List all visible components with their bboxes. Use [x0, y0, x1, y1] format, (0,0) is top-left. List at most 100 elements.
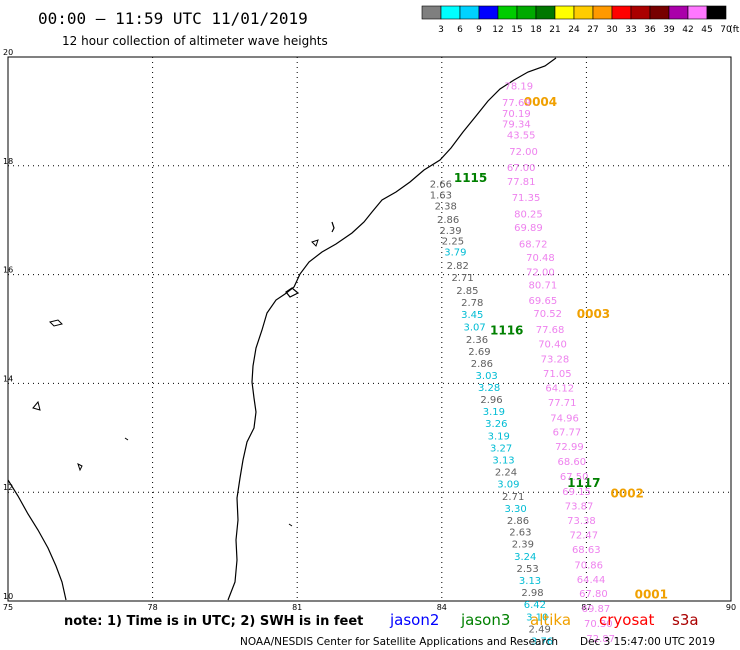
- swh-value: 2.39: [439, 226, 461, 237]
- swh-value: 67.80: [579, 589, 608, 600]
- satellite-name: cryosat: [599, 611, 654, 629]
- swh-value: 1.63: [430, 190, 452, 201]
- island-6: [124, 437, 129, 441]
- swh-value: 2.36: [466, 335, 488, 346]
- swh-value: 3.10: [526, 613, 548, 624]
- swh-value: 2.78: [461, 298, 483, 309]
- swh-value: 79.34: [502, 120, 531, 131]
- satellite-name: jason3: [460, 611, 510, 629]
- lon-tick-label: 90: [726, 603, 736, 612]
- swh-value: 64.12: [545, 384, 574, 395]
- swh-value: 2.86: [507, 516, 529, 527]
- colorbar-swatch: [649, 5, 670, 20]
- swh-value: 6.42: [524, 600, 546, 611]
- swh-value: 3.03: [476, 371, 498, 382]
- colorbar-swatch: [611, 5, 632, 20]
- colorbar-swatch: [459, 5, 480, 20]
- lat-tick-label: 12: [3, 483, 13, 492]
- swh-value: 77.71: [548, 398, 577, 409]
- lon-tick-label: 78: [148, 603, 158, 612]
- swh-value: 70.48: [526, 253, 555, 264]
- swh-value: 3.19: [483, 407, 505, 418]
- swh-value: 80.71: [529, 281, 558, 292]
- island-4: [32, 400, 41, 411]
- colorbar-label: 30: [606, 25, 618, 35]
- colorbar-label: 21: [549, 25, 560, 35]
- swh-value: 72.00: [526, 268, 555, 279]
- page-title: 00:00 – 11:59 UTC 11/01/2019: [38, 9, 308, 28]
- swh-value: 3.07: [463, 323, 485, 334]
- swh-value: 69.87: [582, 604, 611, 615]
- island-7: [288, 523, 293, 527]
- swh-value: 68.63: [572, 545, 601, 556]
- page-subtitle: 12 hour collection of altimeter wave hei…: [62, 34, 328, 48]
- swh-value: 67.77: [553, 428, 582, 439]
- lat-tick-label: 16: [3, 266, 13, 275]
- lat-tick-label: 18: [3, 157, 13, 166]
- colorbar-swatch: [592, 5, 613, 20]
- pass-label: 0003: [577, 307, 610, 321]
- colorbar-swatch: [668, 5, 689, 20]
- swh-value: 43.55: [507, 131, 536, 142]
- lon-tick-label: 87: [581, 603, 591, 612]
- swh-value: 72.47: [570, 530, 599, 541]
- colorbar-swatch: [421, 5, 442, 20]
- colorbar-label: 70: [720, 25, 732, 35]
- colorbar-label: 24: [568, 25, 580, 35]
- swh-value: 2.86: [471, 359, 493, 370]
- swh-value: 78.19: [504, 82, 533, 93]
- swh-value: 74.96: [550, 413, 579, 424]
- swh-value: 2.24: [495, 467, 517, 478]
- colorbar-label: 42: [682, 25, 693, 35]
- colorbar-label: 36: [644, 25, 656, 35]
- colorbar-label: 45: [701, 25, 712, 35]
- swh-value: 69.65: [529, 296, 558, 307]
- colorbar-swatch: [535, 5, 556, 20]
- colorbar-swatch: [573, 5, 594, 20]
- pass-label: 1115: [454, 171, 487, 185]
- swh-value: 2.53: [517, 564, 539, 575]
- swh-value: 73.28: [541, 355, 570, 366]
- swh-value: 70.86: [574, 560, 603, 571]
- satellite-name: altika: [530, 611, 571, 629]
- lat-tick-label: 10: [3, 592, 13, 601]
- colorbar-label: 12: [492, 25, 503, 35]
- swh-value: 73.38: [567, 516, 596, 527]
- swh-value: 70.52: [533, 309, 562, 320]
- satellite-name: jason2: [389, 611, 439, 629]
- swh-value: 2.66: [430, 180, 452, 191]
- swh-value: 70.40: [538, 339, 567, 350]
- swh-value: 2.96: [480, 395, 502, 406]
- india-coastline: [227, 57, 557, 601]
- swh-value: 70.30: [584, 619, 613, 630]
- swh-value: 3.13: [519, 576, 541, 587]
- colorbar-label: 15: [511, 25, 522, 35]
- colorbar-label: 18: [530, 25, 542, 35]
- swh-value: 77.68: [536, 325, 565, 336]
- swh-value: 67.50: [560, 472, 589, 483]
- satellite-legend: jason2 jason3 altika cryosat s3a: [389, 611, 699, 629]
- colorbar-swatch: [478, 5, 499, 20]
- swh-value: 3.26: [485, 419, 507, 430]
- colorbar-label: 39: [663, 25, 675, 35]
- swh-value: 2.39: [512, 540, 534, 551]
- map-frame: [7, 56, 732, 602]
- swh-value: 73.87: [565, 502, 594, 513]
- swh-value: 2.38: [435, 201, 457, 212]
- swh-value: 64.44: [577, 575, 606, 586]
- island-1: [331, 221, 335, 233]
- island-3: [49, 319, 63, 327]
- swh-value: 68.72: [519, 239, 548, 250]
- swh-value: 2.98: [521, 588, 543, 599]
- colorbar-swatch: [706, 5, 727, 20]
- swh-value: 2.86: [437, 215, 459, 226]
- swh-value: 2.85: [456, 286, 478, 297]
- pass-labels: 0004 0003 0002 0001 1115 1116 1117: [454, 95, 668, 601]
- swh-value: 3.28: [478, 383, 500, 394]
- colorbar-label: 3: [438, 25, 444, 35]
- swh-value: 72.87: [586, 634, 615, 645]
